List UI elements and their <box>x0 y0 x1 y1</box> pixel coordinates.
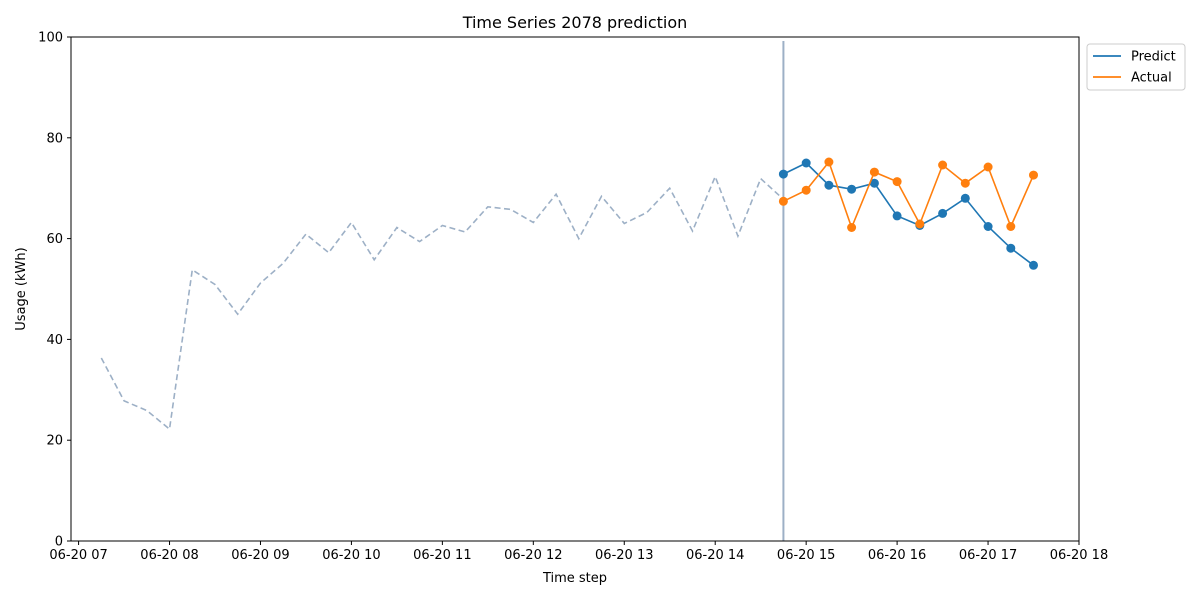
chart-title: Time Series 2078 prediction <box>462 13 688 32</box>
y-tick-label: 80 <box>46 131 63 146</box>
x-tick-label: 06-20 14 <box>686 548 744 563</box>
y-tick-label: 40 <box>46 333 63 348</box>
y-tick-label: 60 <box>46 232 63 247</box>
x-tick-label: 06-20 16 <box>868 548 926 563</box>
y-tick-label: 0 <box>55 535 63 550</box>
predict-point <box>847 184 857 194</box>
x-tick-label: 06-20 08 <box>140 548 198 563</box>
y-axis-label: Usage (kWh) <box>14 247 29 330</box>
actual-point <box>847 223 857 232</box>
y-tick-label: 100 <box>38 31 63 46</box>
actual-point <box>801 185 811 195</box>
actual-point <box>778 196 788 206</box>
actual-point <box>938 160 948 170</box>
x-tick-label: 06-20 07 <box>49 548 107 563</box>
actual-series-line <box>783 160 1035 230</box>
history-layer <box>100 174 784 431</box>
predict-point <box>869 178 879 188</box>
predict-point <box>938 208 948 218</box>
predict-point <box>778 169 788 179</box>
x-tick-label: 06-20 15 <box>777 548 835 563</box>
predict-point <box>801 158 811 168</box>
x-tick-label: 06-20 09 <box>231 548 289 563</box>
actual-point <box>1006 222 1016 231</box>
y-axis: 0 20 40 60 80 100 <box>38 31 71 550</box>
history-line <box>100 174 784 431</box>
plot-area-frame <box>70 36 1080 542</box>
x-axis-label: Time step <box>542 571 607 586</box>
predict-point <box>983 222 993 231</box>
y-tick-label: 20 <box>46 434 63 449</box>
predict-point <box>1029 260 1038 270</box>
predict-point <box>892 211 902 221</box>
x-tick-label: 06-20 12 <box>504 548 562 563</box>
actual-point <box>892 177 902 187</box>
predict-point <box>824 180 834 190</box>
actual-point <box>824 157 834 167</box>
actual-point <box>1029 170 1038 180</box>
x-tick-label: 06-20 18 <box>1050 548 1108 563</box>
actual-point <box>915 219 925 229</box>
predict-point <box>1006 243 1016 253</box>
x-axis: 06-20 07 06-20 08 06-20 09 06-20 10 06-20 11… <box>49 541 1108 563</box>
x-tick-label: 06-20 10 <box>322 548 380 563</box>
series-layer <box>778 157 1038 270</box>
predict-point <box>960 193 970 203</box>
legend-actual-label: Actual <box>1131 71 1172 86</box>
actual-point <box>869 167 879 177</box>
actual-point <box>983 162 993 172</box>
x-tick-label: 06-20 11 <box>413 548 471 563</box>
predict-series-line <box>783 162 1034 266</box>
legend: Predict Actual <box>1086 43 1186 91</box>
x-tick-label: 06-20 17 <box>959 548 1017 563</box>
actual-point <box>960 178 970 188</box>
x-tick-label: 06-20 13 <box>595 548 653 563</box>
legend-predict-label: Predict <box>1131 50 1176 65</box>
